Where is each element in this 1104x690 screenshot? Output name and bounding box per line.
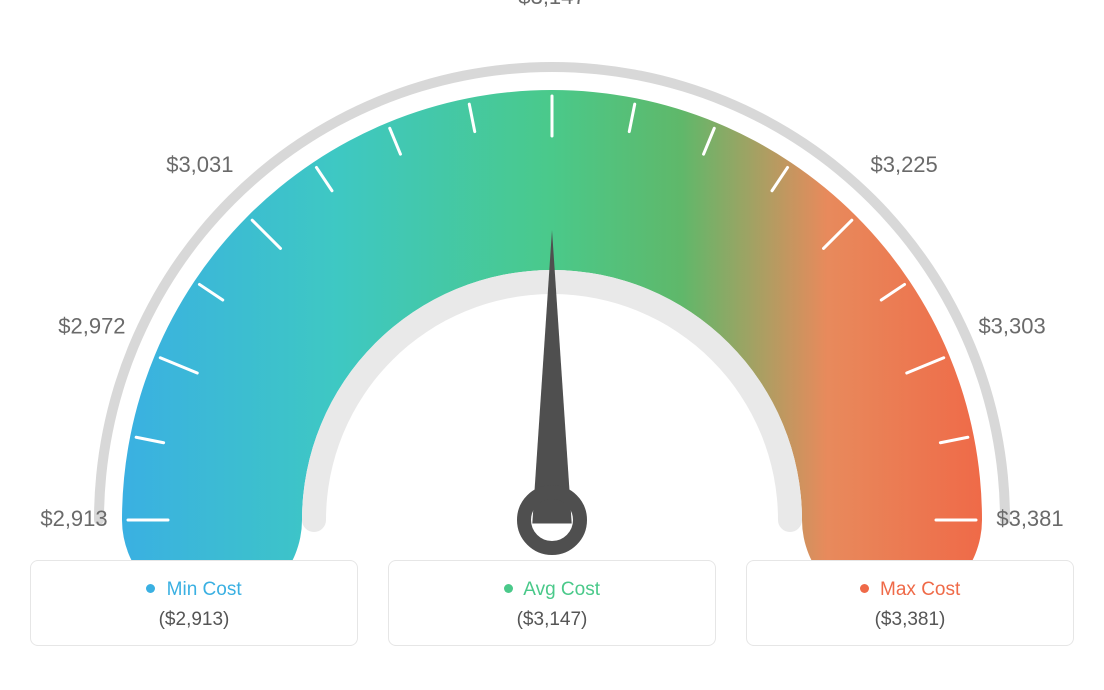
max-cost-label: Max Cost — [747, 579, 1073, 601]
avg-cost-dot-icon — [504, 584, 513, 593]
gauge-tick-label: $3,381 — [996, 506, 1063, 531]
gauge-tick-label: $2,972 — [58, 313, 125, 338]
min-cost-box: Min Cost ($2,913) — [30, 560, 358, 646]
min-cost-label: Min Cost — [31, 579, 357, 601]
avg-cost-label: Avg Cost — [389, 579, 715, 601]
max-cost-value: ($3,381) — [747, 609, 1073, 631]
max-cost-box: Max Cost ($3,381) — [746, 560, 1074, 646]
gauge-tick-label: $3,147 — [518, 0, 585, 9]
avg-cost-box: Avg Cost ($3,147) — [388, 560, 716, 646]
gauge-tick-label: $3,225 — [870, 152, 937, 177]
min-cost-dot-icon — [146, 584, 155, 593]
cost-gauge-chart: $2,913 $2,972 $3,031 $3,147 $3,225 $3,303 $3,3… — [0, 0, 1104, 560]
summary-boxes: Min Cost ($2,913) Avg Cost ($3,147) Max … — [0, 560, 1104, 646]
gauge-tick-label: $2,913 — [40, 506, 107, 531]
max-cost-dot-icon — [860, 584, 869, 593]
gauge-tick-label: $3,031 — [166, 152, 233, 177]
min-cost-value: ($2,913) — [31, 609, 357, 631]
gauge-tick-label: $3,303 — [978, 313, 1045, 338]
avg-cost-value: ($3,147) — [389, 609, 715, 631]
